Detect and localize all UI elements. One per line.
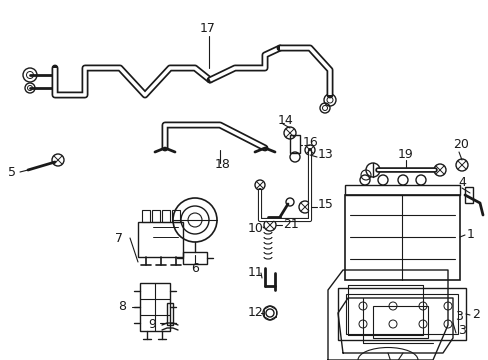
Bar	[172, 210, 180, 222]
Text: 15: 15	[317, 198, 333, 211]
Text: 12: 12	[247, 306, 263, 320]
Text: 18: 18	[215, 158, 230, 171]
Bar	[167, 303, 173, 325]
Text: 1: 1	[466, 229, 474, 242]
Bar	[289, 135, 299, 153]
Bar	[142, 210, 150, 222]
Bar	[152, 210, 160, 222]
Text: 21: 21	[283, 219, 298, 231]
Text: 17: 17	[200, 22, 215, 35]
Bar	[345, 185, 459, 195]
Bar	[372, 306, 427, 338]
Text: 16: 16	[303, 136, 318, 149]
Text: 6: 6	[191, 261, 199, 274]
Text: 19: 19	[397, 148, 413, 162]
Text: 4: 4	[457, 176, 465, 189]
Bar	[140, 283, 170, 331]
Bar	[337, 288, 465, 340]
Text: 14: 14	[278, 113, 293, 126]
Bar	[346, 294, 457, 334]
Text: 5: 5	[8, 166, 16, 179]
Text: 9: 9	[148, 319, 156, 332]
Text: 20: 20	[452, 139, 468, 152]
Text: 10: 10	[247, 221, 264, 234]
Text: 7: 7	[115, 231, 123, 244]
Bar	[162, 210, 170, 222]
Text: 13: 13	[317, 148, 333, 162]
Text: 11: 11	[247, 266, 263, 279]
Bar	[138, 222, 183, 257]
Text: 3: 3	[457, 324, 465, 337]
Text: 2: 2	[471, 309, 479, 321]
Bar	[345, 195, 459, 280]
Text: 8: 8	[118, 301, 126, 314]
Bar	[464, 187, 472, 203]
Text: 3: 3	[454, 310, 462, 323]
Bar	[183, 252, 206, 264]
